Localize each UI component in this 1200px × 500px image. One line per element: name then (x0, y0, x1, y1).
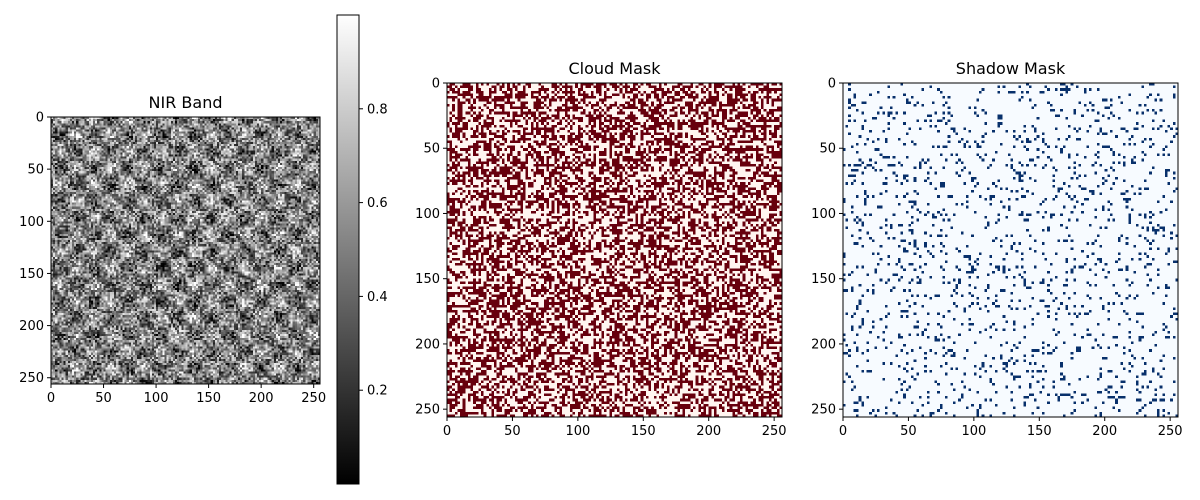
x-tick-label: 0 (839, 424, 847, 439)
y-tick-label: 250 (19, 371, 44, 386)
y-tick-label: 0 (36, 111, 44, 126)
colorbar-tick-label: 0.6 (367, 196, 388, 211)
x-tick-label: 200 (696, 424, 721, 439)
y-tick-label: 250 (811, 403, 836, 418)
y-tick-label: 200 (811, 337, 836, 352)
y-tick-label: 250 (415, 403, 440, 418)
x-tick-label: 150 (631, 424, 656, 439)
x-tick-label: 250 (762, 424, 787, 439)
y-tick-label: 150 (19, 267, 44, 282)
x-tick-label: 0 (47, 391, 55, 406)
nir-band-image (51, 117, 320, 384)
shadow-mask-title: Shadow Mask (956, 59, 1066, 78)
y-tick-label: 200 (415, 337, 440, 352)
x-tick-label: 200 (1092, 424, 1117, 439)
x-tick-label: 50 (900, 424, 917, 439)
cloud-mask-image (447, 83, 782, 417)
cloud-mask-axes-frame (446, 82, 783, 418)
y-tick-label: 50 (27, 163, 44, 178)
x-tick-label: 0 (443, 424, 451, 439)
nir-band-title: NIR Band (149, 93, 223, 112)
x-tick-label: 200 (249, 391, 274, 406)
colorbar-tick-label: 0.8 (367, 102, 388, 117)
y-tick-label: 200 (19, 319, 44, 334)
y-tick-label: 50 (423, 142, 440, 157)
x-tick-label: 50 (504, 424, 521, 439)
colorbar-tick-label: 0.2 (367, 384, 388, 399)
x-tick-label: 150 (1027, 424, 1052, 439)
y-tick-label: 100 (415, 207, 440, 222)
y-tick-label: 100 (811, 207, 836, 222)
x-tick-label: 100 (144, 391, 169, 406)
cloud-mask-title: Cloud Mask (569, 59, 662, 78)
y-tick-label: 0 (432, 77, 440, 92)
colorbar-frame (336, 14, 360, 485)
x-tick-label: 250 (301, 391, 326, 406)
y-tick-label: 50 (819, 142, 836, 157)
x-tick-label: 250 (1158, 424, 1183, 439)
colorbar-gradient (337, 15, 359, 484)
colorbar: 0.2 0.4 0.6 0.8 (336, 14, 388, 485)
y-tick-label: 150 (811, 272, 836, 287)
x-tick-label: 50 (95, 391, 112, 406)
y-tick-label: 150 (415, 272, 440, 287)
colorbar-tick-label: 0.4 (367, 290, 388, 305)
shadow-mask-image (843, 83, 1178, 417)
nir-band-axes-frame (50, 116, 321, 385)
x-tick-label: 100 (565, 424, 590, 439)
x-tick-label: 100 (961, 424, 986, 439)
y-tick-label: 0 (828, 77, 836, 92)
y-tick-label: 100 (19, 215, 44, 230)
shadow-mask-axes-frame (842, 82, 1179, 418)
x-tick-label: 150 (196, 391, 221, 406)
